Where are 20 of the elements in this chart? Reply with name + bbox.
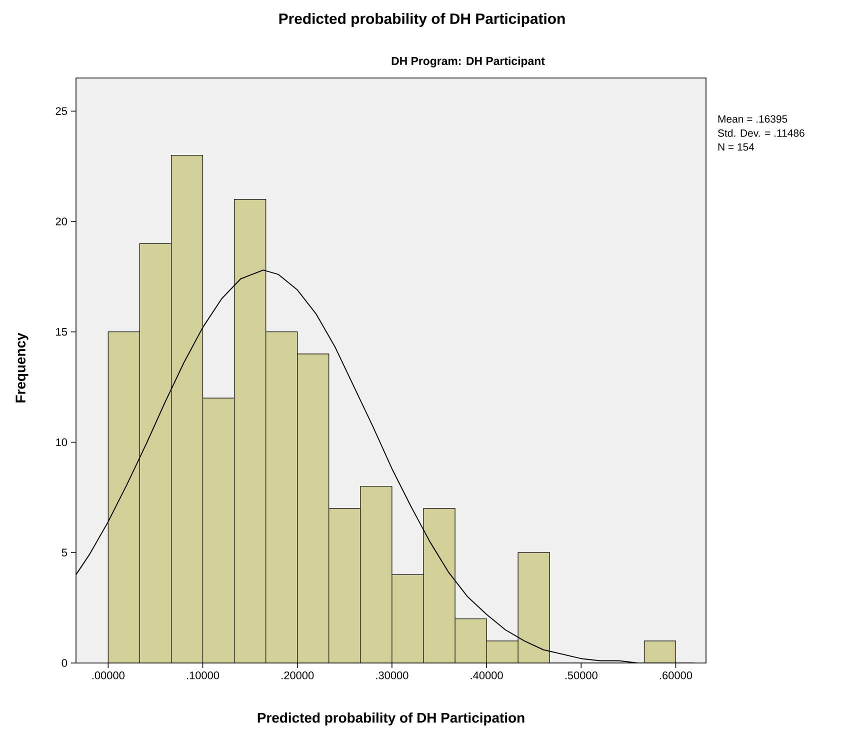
y-tick-label: 20 [56, 218, 68, 226]
y-tick-label: 10 [56, 438, 68, 446]
chart-title: Predicted probability of DH Participation [279, 13, 565, 27]
y-tick-label: 25 [56, 107, 68, 115]
x-tick-label: .50000 [565, 672, 598, 680]
x-tick-label: .00000 [92, 672, 124, 680]
y-tick-label: 15 [56, 328, 68, 336]
text: Std. Dev. = .11486 [718, 129, 804, 137]
text: N = 154 [718, 143, 754, 151]
y-tick-label: 0 [62, 659, 68, 667]
chart-subtitle: DH Program: DH Participant [392, 56, 545, 68]
text: Mean = .16395 [718, 115, 788, 123]
x-tick-label: .40000 [470, 672, 503, 680]
x-axis-title: Predicted probability of DH Participation [258, 712, 524, 726]
x-tick-label: .20000 [282, 672, 314, 680]
y-tick-label: 5 [62, 548, 68, 556]
y-axis-title: Frequency [16, 332, 28, 402]
x-tick-label: .60000 [660, 672, 692, 680]
x-tick-label: .10000 [187, 672, 220, 680]
x-tick-label: .30000 [376, 672, 408, 680]
